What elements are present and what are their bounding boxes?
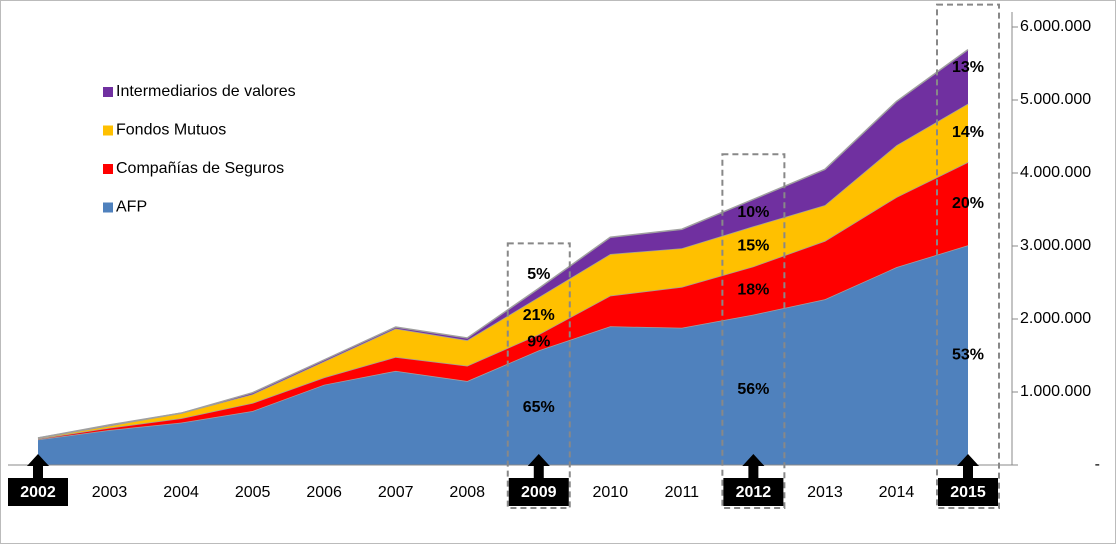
year-badge (8, 478, 68, 506)
x-tick-label: 2015 (950, 484, 986, 501)
y-tick-label: 2.000.000 (1020, 310, 1091, 327)
year-badge (508, 478, 569, 506)
legend-label: AFP (116, 199, 147, 216)
year-badge (723, 478, 784, 506)
y-tick-label: 1.000.000 (1020, 383, 1091, 400)
arrow (527, 454, 550, 478)
percent-label: 13% (952, 59, 984, 76)
legend-swatch (103, 125, 113, 136)
x-tick-label: 2012 (736, 484, 772, 501)
percent-label: 18% (737, 282, 769, 299)
legend-label: Compañías de Seguros (116, 160, 284, 177)
x-tick-label: 2010 (593, 484, 629, 501)
percent-label: 14% (952, 124, 984, 141)
arrow (27, 454, 49, 478)
percent-label: 21% (523, 307, 555, 324)
year-badge (938, 478, 998, 506)
percent-label: 10% (737, 204, 769, 221)
x-tick-label: 2011 (665, 484, 700, 501)
x-tick-label: 2009 (521, 484, 557, 501)
area-edge (37, 49, 969, 439)
x-tick-label: 2002 (20, 484, 56, 501)
x-tick-label: 2007 (378, 484, 414, 501)
percent-label: 5% (527, 266, 550, 283)
legend-label: Fondos Mutuos (116, 122, 226, 139)
highlight-box (721, 153, 786, 509)
percent-label: 56% (737, 381, 769, 398)
y-tick-label: 5.000.000 (1020, 91, 1091, 108)
y-tick-label: - (1095, 456, 1100, 473)
x-tick-label: 2008 (449, 484, 485, 501)
percent-label: 20% (952, 195, 984, 212)
x-tick-label: 2013 (807, 484, 843, 501)
area (38, 245, 968, 465)
legend-swatch (103, 164, 113, 174)
x-tick-label: 2014 (879, 484, 915, 501)
y-tick-label: 4.000.000 (1020, 164, 1091, 181)
x-tick-label: 2005 (235, 484, 271, 501)
percent-label: 65% (523, 399, 555, 416)
area (38, 162, 968, 440)
x-tick-label: 2003 (92, 484, 128, 501)
x-tick-label: 2006 (306, 484, 342, 501)
legend-swatch (103, 87, 113, 97)
arrow (957, 454, 979, 478)
legend-swatch (103, 202, 113, 213)
y-tick-label: 6.000.000 (1020, 18, 1091, 35)
percent-label: 53% (952, 346, 984, 363)
x-tick-label: 2004 (163, 484, 199, 501)
arrow (742, 454, 765, 478)
y-tick-label: 3.000.000 (1020, 237, 1091, 254)
legend-label: Intermediarios de valores (116, 83, 296, 100)
highlight-box (936, 3, 1000, 509)
percent-label: 15% (737, 238, 769, 255)
highlight-box (506, 242, 571, 509)
percent-label: 9% (527, 334, 550, 351)
